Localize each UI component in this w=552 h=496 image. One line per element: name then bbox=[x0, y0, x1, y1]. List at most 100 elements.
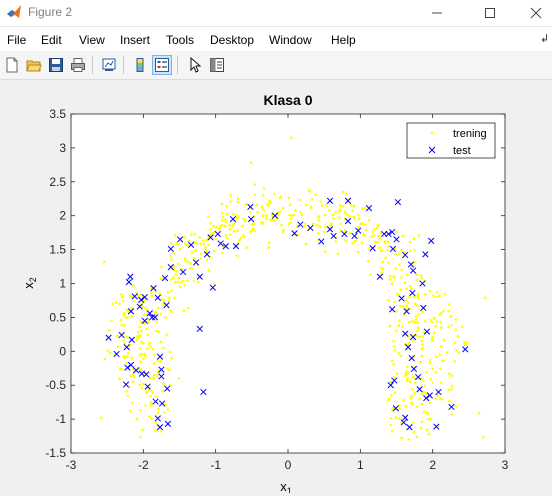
menu-desktop[interactable]: Desktop bbox=[210, 33, 255, 47]
train-point bbox=[394, 253, 398, 256]
train-point bbox=[400, 268, 403, 272]
train-point bbox=[418, 335, 421, 339]
train-point bbox=[255, 203, 259, 207]
train-point bbox=[304, 242, 308, 246]
train-point bbox=[450, 374, 453, 378]
open-file-button[interactable] bbox=[24, 55, 44, 75]
property-inspector-button[interactable] bbox=[207, 55, 227, 75]
test-point bbox=[423, 328, 431, 335]
train-point bbox=[287, 196, 291, 200]
train-point bbox=[108, 351, 112, 355]
train-point bbox=[387, 299, 390, 302]
x-axis-label-main: x bbox=[280, 479, 287, 493]
train-point bbox=[116, 334, 119, 338]
dock-arrow-icon[interactable]: ↲ bbox=[540, 33, 550, 45]
test-point bbox=[376, 273, 384, 280]
train-point bbox=[221, 215, 225, 219]
test-point bbox=[318, 238, 325, 245]
edit-plot-button[interactable] bbox=[185, 55, 205, 75]
test-point bbox=[214, 230, 221, 238]
train-point bbox=[432, 294, 435, 298]
new-figure-button[interactable] bbox=[2, 55, 22, 75]
window-title: Figure 2 bbox=[28, 5, 73, 19]
menu-window[interactable]: Window bbox=[269, 33, 312, 47]
train-point bbox=[220, 219, 224, 222]
test-point bbox=[144, 383, 151, 390]
train-point bbox=[309, 206, 313, 209]
train-point bbox=[195, 242, 199, 245]
train-point bbox=[388, 274, 392, 278]
train-point bbox=[320, 204, 324, 207]
train-point bbox=[129, 409, 132, 413]
train-point bbox=[172, 276, 175, 279]
train-point bbox=[413, 392, 416, 395]
insert-colorbar-button[interactable] bbox=[130, 55, 150, 75]
train-point bbox=[119, 318, 123, 322]
train-point bbox=[288, 213, 291, 217]
train-point bbox=[209, 228, 212, 231]
train-point bbox=[256, 211, 259, 214]
test-point bbox=[150, 285, 157, 292]
minimize-button[interactable] bbox=[414, 0, 460, 26]
train-point bbox=[152, 376, 155, 380]
window-titlebar: Figure 2 bbox=[0, 0, 552, 27]
train-point bbox=[420, 276, 424, 280]
test-point bbox=[127, 361, 135, 369]
menu-edit[interactable]: Edit bbox=[41, 33, 62, 47]
axis-ticks: -3 -2 -1 0 1 2 3 -1.5 -1 -0.5 0 0.5 1 1.5 2 2.5 3 3.5 bbox=[45, 107, 508, 472]
train-point bbox=[398, 304, 402, 308]
train-point bbox=[406, 379, 409, 383]
link-plot-button[interactable] bbox=[99, 55, 119, 75]
train-point bbox=[415, 405, 419, 409]
maximize-button[interactable] bbox=[467, 0, 513, 26]
train-point bbox=[404, 404, 408, 408]
menu-bar: File Edit View Insert Tools Desktop Wind… bbox=[0, 27, 552, 51]
train-point bbox=[443, 293, 447, 296]
chart-title: Klasa 0 bbox=[263, 92, 312, 108]
legend-marker-trening bbox=[430, 131, 434, 135]
insert-legend-icon bbox=[155, 58, 169, 72]
train-point bbox=[406, 377, 409, 380]
train-point bbox=[448, 399, 451, 403]
close-button[interactable] bbox=[513, 0, 552, 26]
train-point bbox=[439, 320, 442, 324]
menu-view[interactable]: View bbox=[79, 33, 105, 47]
print-button[interactable] bbox=[68, 55, 88, 75]
train-point bbox=[129, 375, 133, 378]
train-point bbox=[436, 394, 440, 397]
figure-canvas: -3 -2 -1 0 1 2 3 -1.5 -1 -0.5 0 0.5 1 1.5 2 2.5 3 3.5 Kla… bbox=[0, 80, 552, 496]
menu-help[interactable]: Help bbox=[331, 33, 356, 47]
train-point bbox=[202, 242, 206, 246]
train-point bbox=[207, 269, 211, 272]
train-point bbox=[110, 319, 113, 323]
train-point bbox=[158, 292, 162, 296]
train-point bbox=[170, 289, 173, 293]
insert-legend-button[interactable] bbox=[152, 55, 172, 75]
train-point bbox=[148, 341, 152, 345]
train-point bbox=[162, 346, 165, 350]
test-point bbox=[402, 251, 409, 259]
train-point bbox=[231, 213, 235, 216]
train-point bbox=[361, 232, 365, 236]
train-point bbox=[398, 252, 401, 255]
edit-plot-icon bbox=[190, 57, 202, 73]
train-point bbox=[155, 329, 158, 333]
train-point bbox=[419, 274, 423, 277]
menu-file[interactable]: File bbox=[7, 33, 27, 47]
menu-tools[interactable]: Tools bbox=[166, 33, 195, 47]
train-point bbox=[281, 206, 285, 210]
test-point bbox=[179, 268, 187, 276]
link-plot-icon bbox=[102, 58, 116, 71]
save-button[interactable] bbox=[46, 55, 66, 75]
test-point bbox=[229, 215, 237, 223]
test-point bbox=[351, 232, 358, 240]
train-point bbox=[172, 251, 175, 255]
train-point bbox=[461, 325, 464, 329]
menu-insert[interactable]: Insert bbox=[120, 33, 151, 47]
train-point bbox=[155, 374, 159, 378]
legend[interactable]: trening test bbox=[406, 122, 496, 159]
train-point bbox=[220, 251, 224, 255]
train-point bbox=[416, 292, 420, 296]
train-point bbox=[130, 356, 134, 360]
train-point bbox=[205, 249, 208, 252]
